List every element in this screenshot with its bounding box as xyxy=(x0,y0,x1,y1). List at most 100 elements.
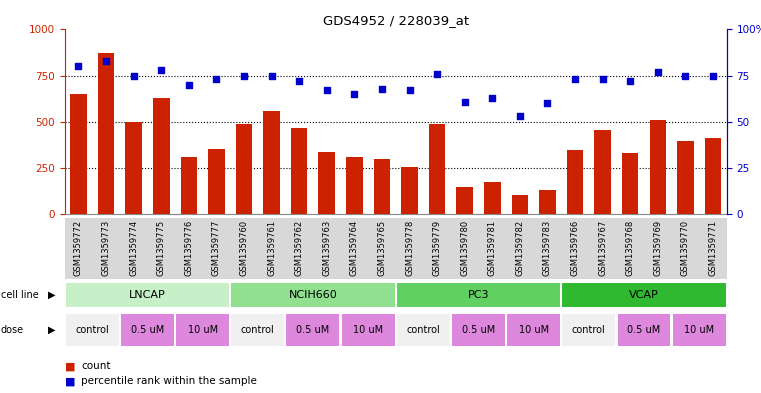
Bar xyxy=(258,218,285,279)
Bar xyxy=(65,314,119,346)
Text: GSM1359771: GSM1359771 xyxy=(708,220,718,276)
Text: GSM1359762: GSM1359762 xyxy=(295,220,304,276)
Bar xyxy=(479,218,506,279)
Bar xyxy=(539,190,556,214)
Bar xyxy=(342,314,395,346)
Bar xyxy=(562,314,616,346)
Bar xyxy=(180,157,197,214)
Text: control: control xyxy=(572,325,606,335)
Text: PC3: PC3 xyxy=(468,290,489,300)
Bar xyxy=(209,149,224,214)
Point xyxy=(376,85,388,92)
Bar xyxy=(616,218,644,279)
Bar xyxy=(507,314,560,346)
Text: GSM1359776: GSM1359776 xyxy=(184,220,193,276)
Text: 0.5 uM: 0.5 uM xyxy=(131,325,164,335)
Point xyxy=(403,87,416,94)
Bar xyxy=(97,53,114,214)
Text: GSM1359781: GSM1359781 xyxy=(488,220,497,276)
Bar xyxy=(396,314,450,346)
Text: GSM1359760: GSM1359760 xyxy=(240,220,249,276)
Text: ■: ■ xyxy=(65,361,75,371)
Text: 10 uM: 10 uM xyxy=(187,325,218,335)
Bar xyxy=(126,122,142,214)
Bar xyxy=(699,218,727,279)
Point xyxy=(680,72,692,79)
Bar xyxy=(423,218,451,279)
Bar xyxy=(451,218,479,279)
Text: GSM1359777: GSM1359777 xyxy=(212,220,221,276)
Bar xyxy=(153,98,170,214)
Point xyxy=(72,63,84,70)
Bar xyxy=(286,314,339,346)
Text: 10 uM: 10 uM xyxy=(353,325,384,335)
Text: GSM1359774: GSM1359774 xyxy=(129,220,139,276)
Text: GSM1359775: GSM1359775 xyxy=(157,220,166,276)
Text: GSM1359780: GSM1359780 xyxy=(460,220,470,276)
Text: VCAP: VCAP xyxy=(629,290,659,300)
Bar xyxy=(148,218,175,279)
Bar xyxy=(429,124,445,214)
Bar xyxy=(396,283,560,307)
Bar xyxy=(401,167,418,214)
Bar xyxy=(567,151,584,214)
Bar xyxy=(562,283,726,307)
Point xyxy=(183,82,195,88)
Text: percentile rank within the sample: percentile rank within the sample xyxy=(81,376,257,386)
Text: GSM1359767: GSM1359767 xyxy=(598,220,607,276)
Text: GSM1359765: GSM1359765 xyxy=(377,220,387,276)
Point xyxy=(210,76,222,83)
Text: GSM1359779: GSM1359779 xyxy=(432,220,441,276)
Point xyxy=(541,100,553,107)
Point xyxy=(597,76,609,83)
Point xyxy=(651,69,664,75)
Text: 0.5 uM: 0.5 uM xyxy=(296,325,330,335)
Text: GSM1359772: GSM1359772 xyxy=(74,220,83,276)
Bar xyxy=(594,130,611,214)
Text: GSM1359766: GSM1359766 xyxy=(571,220,580,276)
Text: 10 uM: 10 uM xyxy=(684,325,715,335)
Bar xyxy=(318,152,335,214)
Point xyxy=(155,67,167,73)
Bar xyxy=(176,314,229,346)
Bar xyxy=(65,283,229,307)
Text: LNCAP: LNCAP xyxy=(129,290,166,300)
Bar xyxy=(677,141,694,214)
Point xyxy=(707,72,719,79)
Bar xyxy=(341,218,368,279)
Text: ▶: ▶ xyxy=(48,290,56,300)
Text: GSM1359783: GSM1359783 xyxy=(543,220,552,276)
Bar xyxy=(673,314,726,346)
Text: GSM1359769: GSM1359769 xyxy=(653,220,662,276)
Text: control: control xyxy=(75,325,109,335)
Bar xyxy=(484,182,501,214)
Point xyxy=(486,95,498,101)
Text: GSM1359773: GSM1359773 xyxy=(101,220,110,276)
Bar xyxy=(346,157,362,214)
Point xyxy=(624,78,636,84)
Bar xyxy=(589,218,616,279)
Bar xyxy=(236,124,252,214)
Text: GDS4952 / 228039_at: GDS4952 / 228039_at xyxy=(323,14,469,27)
Bar xyxy=(452,314,505,346)
Bar xyxy=(70,94,87,214)
Point xyxy=(238,72,250,79)
Point xyxy=(128,72,140,79)
Bar xyxy=(457,187,473,214)
Bar xyxy=(622,153,638,214)
Text: cell line: cell line xyxy=(1,290,39,300)
Point xyxy=(569,76,581,83)
Text: 0.5 uM: 0.5 uM xyxy=(627,325,661,335)
Bar xyxy=(175,218,202,279)
Bar xyxy=(511,195,528,214)
Bar xyxy=(533,218,561,279)
Point xyxy=(459,98,471,105)
Bar xyxy=(617,314,670,346)
Point xyxy=(514,113,526,119)
Point xyxy=(320,87,333,94)
Bar xyxy=(561,218,589,279)
Bar xyxy=(313,218,340,279)
Text: GSM1359763: GSM1359763 xyxy=(322,220,331,276)
Text: 0.5 uM: 0.5 uM xyxy=(462,325,495,335)
Text: GSM1359782: GSM1359782 xyxy=(515,220,524,276)
